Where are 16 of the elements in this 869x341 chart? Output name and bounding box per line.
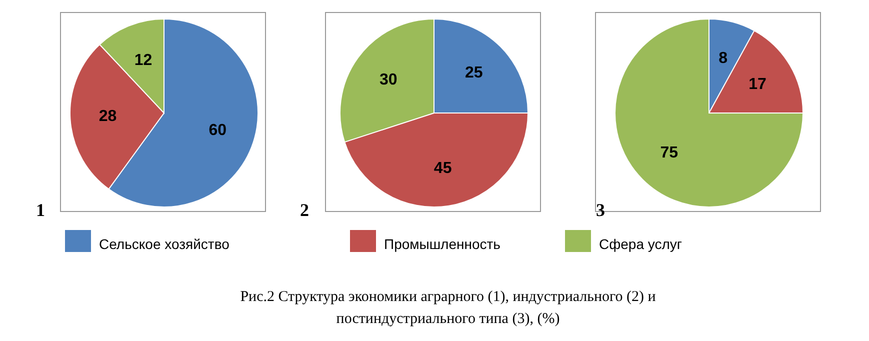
data-label: 28 [98,108,117,126]
data-label: 17 [748,76,767,93]
legend-label: Промышленность [384,236,500,252]
legend-label: Сельское хозяйство [99,236,230,252]
slice-label: 3 [596,200,605,221]
data-label: 25 [464,64,483,82]
slice-label: 1 [36,200,45,221]
text: Рис.2 Структура экономики аграрного (1), индустриального (2) и постиндустриального типа (3), (%) [239,288,657,329]
data-label: 12 [134,52,152,70]
data-label: 45 [434,160,452,178]
data-label: 8 [718,50,728,67]
data-label: 75 [660,144,678,162]
data-label: 30 [379,71,398,88]
slice-label: 2 [300,200,309,221]
data-label: 60 [208,122,227,139]
legend-label: Сфера услуг [599,236,682,252]
